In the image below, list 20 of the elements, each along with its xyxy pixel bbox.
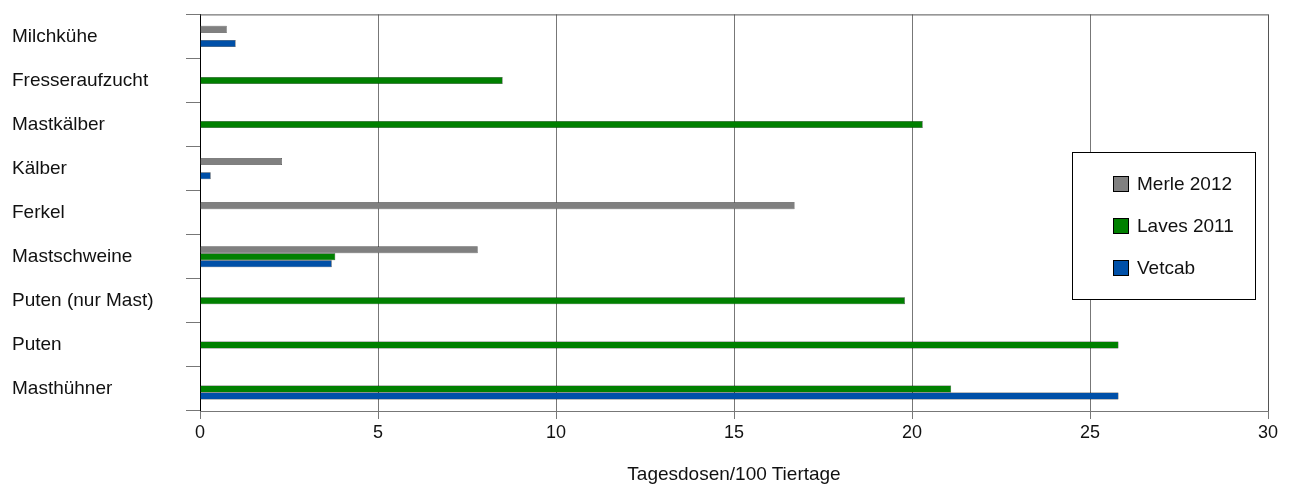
x-tick-label: 15 xyxy=(723,421,745,442)
x-tick-label: 0 xyxy=(194,421,206,442)
y-tick-label: Fresseraufzucht xyxy=(12,68,149,90)
legend-label: Laves 2011 xyxy=(1137,215,1234,237)
legend-label: Vetcab xyxy=(1137,257,1196,279)
y-tick-label: Puten xyxy=(12,333,62,355)
y-tick-label: Mastschweine xyxy=(12,245,133,266)
x-tick-label: 10 xyxy=(545,421,567,442)
y-tick-label: Kälber xyxy=(12,156,68,178)
x-tick-label: 30 xyxy=(1257,421,1279,442)
y-tick-label: Milchkühe xyxy=(12,24,98,46)
y-tick-label: Puten (nur Mast) xyxy=(12,289,154,311)
y-tick-label: Masthühner xyxy=(12,377,114,399)
y-tick-label: Mastkälber xyxy=(12,112,106,134)
x-tick-label: 20 xyxy=(901,421,923,442)
x-axis-title: Tagesdosen/100 Tiertage xyxy=(627,462,841,484)
x-tick-label: 25 xyxy=(1079,421,1101,442)
legend-label: Merle 2012 xyxy=(1137,173,1233,195)
y-tick-label: Ferkel xyxy=(12,200,65,222)
x-tick-label: 5 xyxy=(372,421,384,442)
